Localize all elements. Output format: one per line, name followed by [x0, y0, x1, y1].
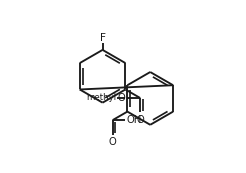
Text: methyl: methyl: [87, 93, 117, 102]
Text: OH: OH: [126, 115, 141, 125]
Text: O: O: [136, 115, 144, 125]
Text: O: O: [109, 137, 117, 147]
Text: F: F: [100, 33, 106, 43]
Text: O: O: [118, 93, 125, 103]
